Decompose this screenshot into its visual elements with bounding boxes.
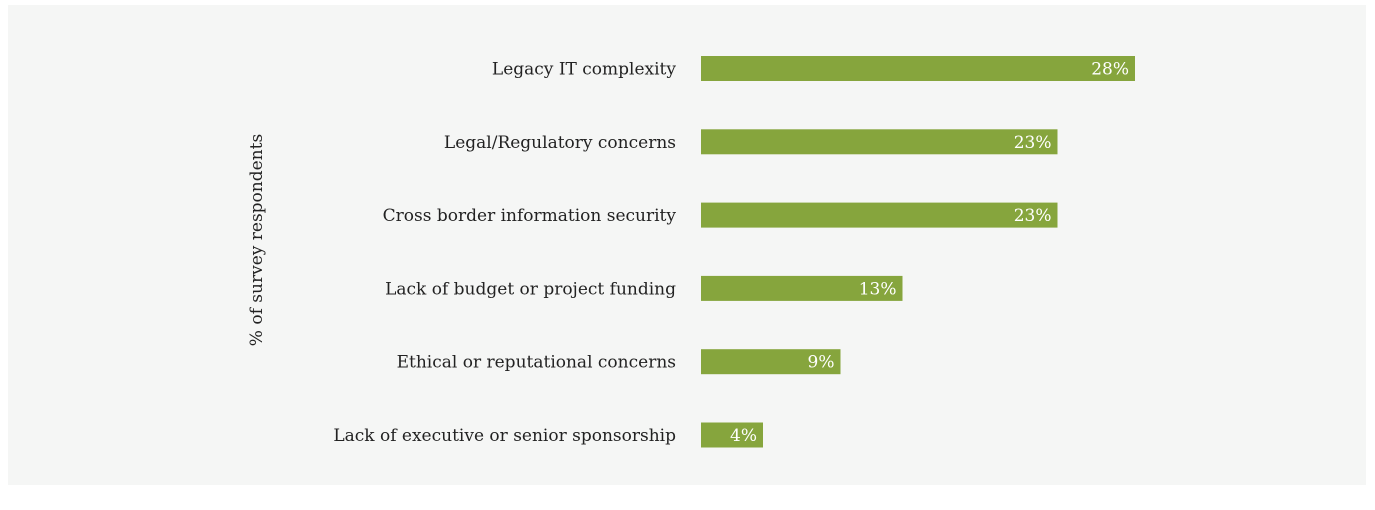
bar (701, 56, 1135, 81)
value-label: 23% (1014, 133, 1052, 153)
category-label: Ethical or reputational concerns (397, 353, 676, 373)
category-label: Lack of budget or project funding (385, 279, 676, 299)
category-label: Legacy IT complexity (492, 60, 676, 80)
category-label: Lack of executive or senior sponsorship (333, 426, 676, 446)
value-label: 4% (730, 426, 757, 446)
bar (701, 275, 903, 301)
chart-panel (8, 5, 1366, 485)
category-label: Cross border information security (383, 206, 677, 226)
category-label: Legal/Regulatory concerns (444, 133, 676, 153)
bar (701, 129, 1058, 155)
bar (701, 422, 763, 448)
bar (701, 202, 1058, 228)
value-label: 23% (1014, 206, 1052, 226)
bar (701, 349, 841, 375)
value-label: 9% (808, 353, 835, 373)
value-label: 13% (859, 279, 897, 299)
value-label: 28% (1091, 60, 1129, 80)
